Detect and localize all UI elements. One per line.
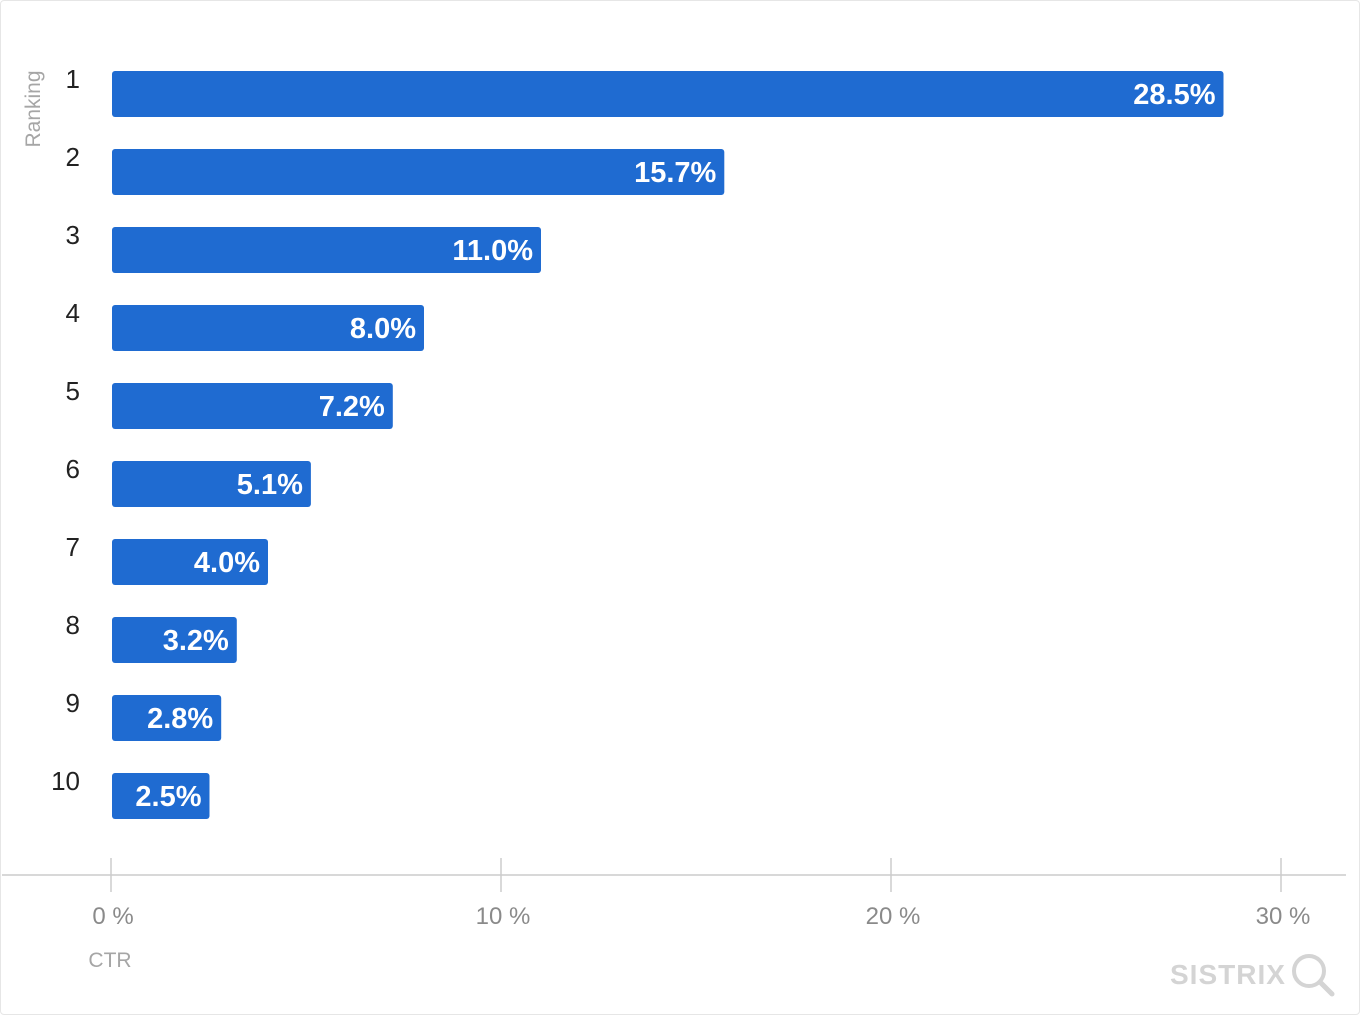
rank-label: 3 (66, 220, 80, 250)
bar-value-label: 5.1% (237, 469, 303, 501)
sistrix-watermark: SISTRIX (1170, 952, 1336, 998)
bar-value-label: 2.5% (135, 781, 201, 813)
x-tick-label: 20 % (866, 903, 921, 930)
rank-label: 6 (66, 454, 80, 484)
bar-value-label: 7.2% (319, 391, 385, 423)
rank-label: 1 (66, 64, 80, 94)
rank-label: 5 (66, 376, 80, 406)
rank-label: 10 (51, 766, 80, 796)
bar-rank-5 (112, 383, 393, 429)
x-tick-label: 30 % (1256, 903, 1311, 930)
bar-value-label: 8.0% (350, 313, 416, 345)
watermark-text: SISTRIX (1170, 959, 1286, 990)
rank-label: 7 (66, 532, 80, 562)
bar-rank-1 (112, 71, 1224, 117)
bar-value-label: 3.2% (163, 625, 229, 657)
bar-value-label: 11.0% (452, 235, 533, 267)
x-ticks: 0 % 10 % 20 % 30 % (92, 858, 1310, 930)
rank-label: 4 (66, 298, 80, 328)
x-tick-label: 0 % (92, 903, 133, 930)
bars-layer (112, 71, 1224, 819)
bar-rank-9 (112, 695, 222, 741)
rank-label: 9 (66, 688, 80, 718)
bar-value-label: 15.7% (634, 157, 716, 189)
rank-label: 2 (66, 142, 80, 172)
bar-rank-4 (112, 305, 424, 351)
bar-rank-10 (112, 773, 210, 819)
bar-value-label: 28.5% (1133, 79, 1215, 111)
bar-rank-7 (112, 539, 268, 585)
bar-rank-2 (112, 149, 725, 195)
bar-value-label: 4.0% (194, 547, 260, 579)
magnifier-icon (1291, 954, 1335, 997)
bar-rank-8 (112, 617, 237, 663)
x-axis-title: CTR (88, 949, 131, 972)
y-tick-labels: 1 2 3 4 5 6 7 8 9 10 (51, 64, 80, 796)
bar-rank-6 (112, 461, 311, 507)
rank-label: 8 (66, 610, 80, 640)
y-axis-title: Ranking (22, 70, 45, 147)
x-tick-label: 10 % (476, 903, 531, 930)
bar-value-label: 2.8% (147, 703, 213, 735)
bar-rank-3 (112, 227, 541, 273)
data-labels: 28.5% 15.7% 11.0% 8.0% 7.2% 5.1% 4.0% 3.2% 2.8% 2… (135, 79, 1215, 813)
